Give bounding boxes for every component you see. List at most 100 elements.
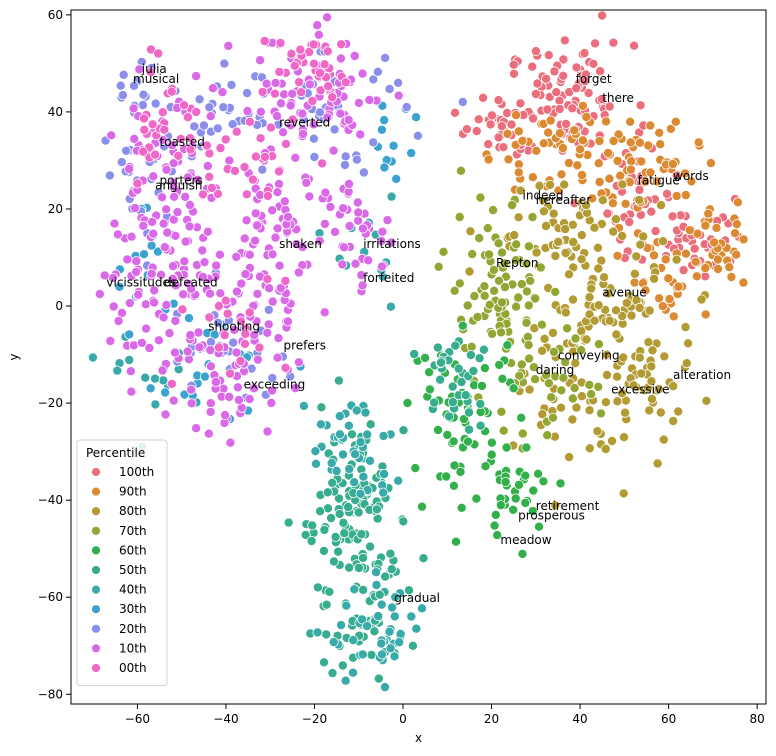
scatter-point [645, 120, 656, 131]
scatter-point [273, 333, 284, 344]
scatter-point [453, 363, 464, 374]
scatter-point [287, 88, 298, 99]
scatter-point [604, 173, 615, 184]
scatter-point [122, 254, 133, 265]
scatter-point [468, 365, 479, 376]
scatter-point [645, 167, 656, 178]
scatter-point [555, 478, 566, 489]
legend-label: 90th [119, 485, 147, 499]
scatter-point [263, 319, 274, 330]
scatter-point [549, 346, 560, 357]
scatter-point [493, 95, 504, 106]
scatter-point [649, 273, 660, 284]
scatter-point [528, 485, 539, 496]
scatter-point [538, 476, 549, 487]
scatter-point [204, 102, 215, 113]
scatter-point [620, 198, 631, 209]
scatter-point [356, 529, 367, 540]
scatter-point [262, 426, 273, 437]
scatter-point [738, 234, 749, 245]
scatter-point [240, 328, 251, 339]
scatter-point [349, 584, 360, 595]
scatter-point [262, 274, 273, 285]
scatter-point [320, 187, 331, 198]
scatter-point [293, 267, 304, 278]
scatter-point [161, 204, 172, 215]
scatter-point [386, 564, 397, 575]
scatter-point [448, 480, 459, 491]
scatter-point [542, 430, 553, 441]
scatter-point [121, 145, 132, 156]
scatter-point [537, 409, 548, 420]
scatter-point [301, 177, 312, 188]
scatter-point [371, 567, 382, 578]
scatter-point [684, 225, 695, 236]
scatter-point [612, 250, 623, 261]
scatter-point [497, 373, 508, 384]
scatter-point [655, 407, 666, 418]
scatter-point [634, 137, 645, 148]
scatter-point [156, 192, 167, 203]
scatter-point [304, 191, 315, 202]
scatter-point [358, 584, 369, 595]
scatter-point [368, 137, 379, 148]
scatter-point [124, 298, 135, 309]
scatter-point [203, 428, 214, 439]
scatter-point [496, 297, 507, 308]
scatter-point [634, 194, 645, 205]
scatter-point [438, 246, 449, 257]
scatter-point [104, 170, 115, 181]
scatter-point [240, 269, 251, 280]
scatter-point [476, 380, 487, 391]
scatter-point [126, 231, 137, 242]
scatter-point [146, 240, 157, 251]
scatter-point [145, 67, 156, 78]
scatter-point [353, 507, 364, 518]
scatter-point [285, 100, 296, 111]
scatter-point [517, 548, 528, 559]
scatter-point [357, 614, 368, 625]
scatter-point [618, 352, 629, 363]
scatter-point [393, 77, 404, 88]
word-annotation: shooting [208, 319, 260, 333]
scatter-point [635, 100, 646, 111]
scatter-point [362, 429, 373, 440]
legend-marker [91, 467, 101, 477]
scatter-point [579, 48, 590, 59]
scatter-point [244, 393, 255, 404]
scatter-point [321, 629, 332, 640]
scatter-point [625, 164, 636, 175]
scatter-point [350, 449, 361, 460]
scatter-point [388, 140, 399, 151]
scatter-point [644, 405, 655, 416]
scatter-point [486, 449, 497, 460]
scatter-point [267, 205, 278, 216]
scatter-point [448, 436, 459, 447]
scatter-point [357, 223, 368, 234]
scatter-point [343, 178, 354, 189]
scatter-point [513, 167, 524, 178]
scatter-point [138, 113, 149, 124]
scatter-point [652, 458, 663, 469]
scatter-point [219, 410, 230, 421]
scatter-point [191, 71, 202, 82]
scatter-point [411, 112, 422, 123]
scatter-point [527, 506, 538, 517]
scatter-point [362, 621, 373, 632]
scatter-point [274, 66, 285, 77]
scatter-point [471, 126, 482, 137]
scatter-point [668, 381, 679, 392]
scatter-point [328, 145, 339, 156]
scatter-point [395, 629, 406, 640]
scatter-point [586, 283, 597, 294]
scatter-point [424, 367, 435, 378]
scatter-point [189, 121, 200, 132]
scatter-point [569, 382, 580, 393]
scatter-point [705, 158, 716, 169]
scatter-point [315, 506, 326, 517]
scatter-point [643, 337, 654, 348]
scatter-point [521, 442, 532, 453]
scatter-point [374, 589, 385, 600]
scatter-point [138, 146, 149, 157]
scatter-point [665, 123, 676, 134]
